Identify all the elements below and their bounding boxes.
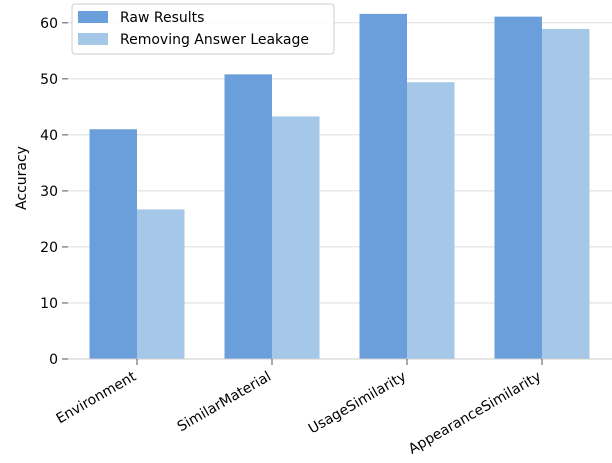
bar-removing-answer-leakage-appearancesimilarity <box>542 28 590 359</box>
legend-box <box>71 3 335 55</box>
y-tick-label: 10 <box>40 296 58 312</box>
x-tick-label: Environment <box>54 368 140 427</box>
legend-swatch <box>78 11 108 23</box>
y-tick-label: 50 <box>40 72 58 88</box>
x-tick-label: AppearanceSimilarity <box>406 369 544 458</box>
legend-label: Removing Answer Leakage <box>120 32 309 48</box>
x-tick-label: UsageSimilarity <box>306 369 409 438</box>
y-tick-label: 60 <box>40 16 58 32</box>
y-tick-label: 40 <box>40 128 58 144</box>
legend-swatch <box>78 33 108 45</box>
bar-raw-results-similarmaterial <box>224 74 272 359</box>
y-tick-label: 20 <box>40 240 58 256</box>
bar-raw-results-environment <box>89 129 137 359</box>
bar-removing-answer-leakage-environment <box>137 209 185 359</box>
bar-raw-results-usagesimilarity <box>359 13 407 359</box>
bar-removing-answer-leakage-similarmaterial <box>272 116 320 359</box>
y-tick-label: 0 <box>49 352 58 368</box>
y-tick-label: 30 <box>40 184 58 200</box>
bars <box>89 13 590 360</box>
legend-label: Raw Results <box>120 10 204 26</box>
x-tick-label: SimilarMaterial <box>175 369 274 436</box>
bar-raw-results-appearancesimilarity <box>494 16 542 360</box>
legend: Raw Results Removing Answer Leakage <box>71 3 335 55</box>
bar-removing-answer-leakage-usagesimilarity <box>407 82 455 359</box>
y-axis-label: Accuracy <box>14 146 30 210</box>
